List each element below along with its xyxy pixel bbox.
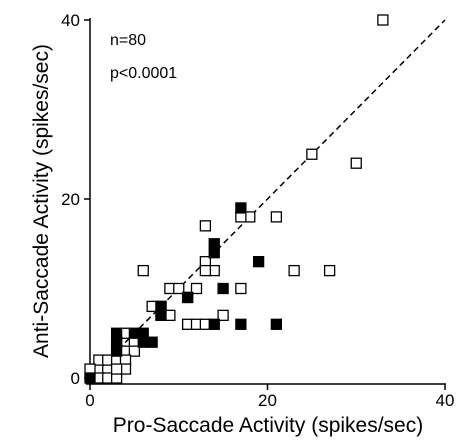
data-point-open	[306, 148, 318, 160]
data-point-open	[323, 264, 336, 277]
ticks: 0 20 40 0 20 40	[61, 11, 454, 410]
axes	[86, 18, 446, 385]
data-point-filled	[217, 282, 229, 295]
x-axis-title: Pro-Saccade Activity (spikes/sec)	[113, 414, 423, 437]
data-point-open	[377, 14, 389, 26]
data-point-open	[128, 345, 141, 357]
data-point-filled	[181, 291, 194, 304]
x-tick-label: 40	[436, 391, 455, 410]
data-point-open	[190, 282, 203, 295]
data-point-filled	[208, 247, 220, 259]
data-point-filled	[235, 202, 247, 214]
data-point-open	[235, 282, 247, 295]
data-point-open	[110, 363, 123, 375]
annotation-n: n=80	[110, 32, 146, 49]
data-point-open	[173, 282, 185, 295]
data-points	[84, 14, 389, 384]
data-point-filled	[235, 318, 247, 330]
data-point-filled	[84, 372, 96, 384]
unity-reference-line	[89, 19, 446, 379]
y-tick-label: 0	[71, 369, 80, 388]
data-point-open	[137, 264, 149, 277]
data-point-filled	[252, 255, 265, 268]
data-point-open	[350, 157, 362, 169]
y-tick-label: 20	[61, 190, 80, 209]
data-point-filled	[110, 345, 123, 357]
annotation-p: p<0.0001	[110, 65, 177, 82]
y-axis-title: Anti-Saccade Activity (spikes/sec)	[30, 44, 53, 358]
data-point-open	[217, 309, 229, 322]
data-point-filled	[128, 327, 141, 339]
data-point-open	[288, 264, 300, 277]
data-point-open	[270, 211, 283, 223]
x-tick-label: 20	[258, 391, 277, 410]
data-point-filled	[208, 318, 220, 330]
x-tick-label: 0	[85, 391, 94, 410]
data-point-filled	[155, 309, 167, 322]
data-point-filled	[270, 318, 283, 330]
data-point-open	[199, 264, 212, 277]
y-tick-label: 40	[61, 11, 80, 30]
data-point-open	[199, 220, 212, 232]
